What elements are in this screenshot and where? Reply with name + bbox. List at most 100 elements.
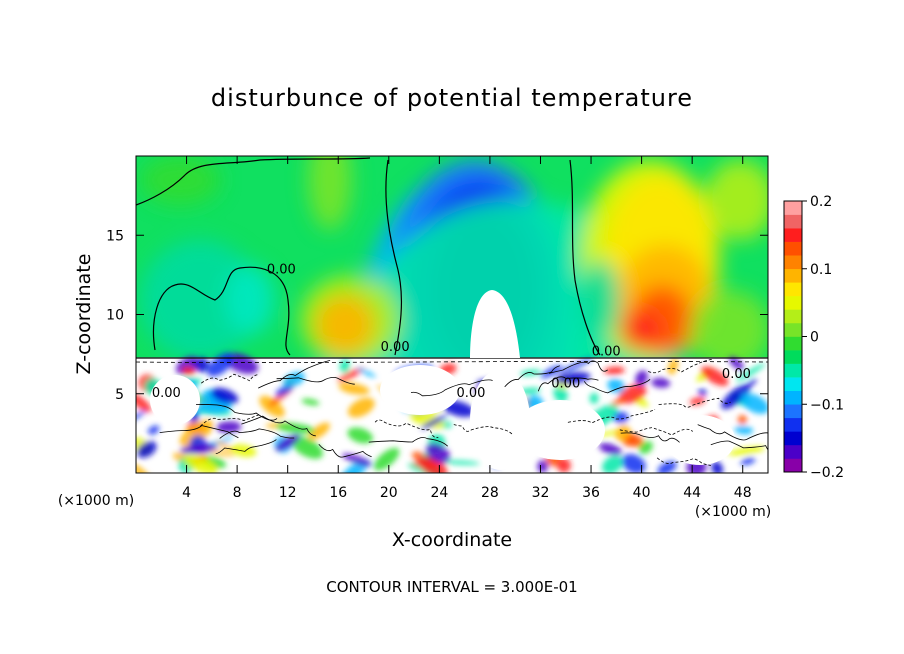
contour-label-2: 0.00 — [592, 345, 621, 360]
contour-label-0: 0.00 — [267, 262, 296, 277]
lower-eddy-25 — [181, 366, 196, 375]
lower-eddy-90 — [337, 367, 365, 383]
contour-label-5: 0.00 — [152, 386, 181, 401]
lower-contour-20 — [219, 428, 295, 439]
colorbar-swatch-6 — [784, 377, 802, 391]
lower-eddy-29 — [621, 453, 646, 473]
lower-eddy-131 — [147, 425, 160, 435]
lower-eddy-138 — [412, 462, 441, 469]
x-tick-label-40: 40 — [633, 485, 651, 501]
lower-contour-7 — [195, 404, 278, 421]
lower-eddy-70 — [727, 446, 766, 456]
lower-contour-24 — [200, 373, 260, 384]
lower-eddy-105 — [347, 397, 375, 418]
lower-eddy-50 — [689, 397, 706, 406]
lower-eddy-92 — [657, 460, 677, 473]
lower-eddy-147 — [711, 461, 723, 473]
lower-eddy-68 — [589, 392, 599, 404]
upper-blob-20 — [705, 160, 768, 240]
lower-eddy-63 — [409, 411, 445, 429]
y-tick-label-5: 5 — [115, 387, 124, 403]
y-tick-label-10: 10 — [106, 308, 124, 324]
lower-eddy-36 — [651, 377, 671, 388]
x-tick-label-4: 4 — [182, 485, 191, 501]
lower-eddy-112 — [210, 387, 239, 404]
colorbar-swatch-17 — [784, 228, 802, 242]
lower-eddy-143 — [275, 422, 316, 434]
lower-contour-10 — [504, 365, 560, 388]
colorbar-swatch-5 — [784, 390, 802, 405]
lower-eddy-115 — [179, 443, 218, 454]
y-axis: 5 10 15 — [106, 228, 768, 403]
lower-white-2 — [380, 365, 460, 415]
lower-eddy-125 — [701, 366, 729, 386]
lower-eddy-14 — [259, 395, 285, 418]
x-tick-label-36: 36 — [582, 485, 600, 501]
lower-eddy-49 — [602, 455, 623, 473]
x-tick-label-32: 32 — [532, 485, 550, 501]
lower-eddy-142 — [740, 393, 768, 414]
upper-blob-11 — [620, 310, 660, 350]
lower-eddy-100 — [420, 414, 448, 430]
lower-eddy-76 — [207, 352, 234, 377]
lower-eddy-149 — [356, 367, 377, 378]
contour-label-3: 0.00 — [551, 376, 580, 391]
colorbar-swatch-18 — [784, 214, 802, 229]
upper-blob-13 — [315, 295, 375, 355]
x-tick-label-28: 28 — [481, 485, 499, 501]
lower-contour-13 — [215, 439, 277, 454]
lower-contour-11 — [318, 444, 372, 458]
y-tick-label-15: 15 — [106, 228, 124, 244]
lower-eddy-122 — [275, 384, 294, 397]
lower-contour-9 — [199, 413, 261, 427]
upper-blob-14 — [308, 156, 352, 230]
lower-contour-23 — [241, 415, 316, 437]
lower-contour-12 — [658, 397, 731, 408]
lower-eddy-106 — [735, 363, 766, 382]
lower-eddy-5 — [553, 385, 568, 403]
lower-eddy-103 — [610, 397, 627, 407]
x-tick-label-8: 8 — [233, 485, 242, 501]
lower-eddy-44 — [301, 398, 320, 406]
lower-white-1 — [515, 400, 605, 460]
contour-labels: 0.00 0.00 0.00 0.00 0.00 0.00 0.00 — [152, 262, 751, 401]
lower-contour-15 — [453, 424, 513, 435]
lower-eddy-146 — [342, 453, 373, 467]
colorbar-swatch-0 — [784, 458, 802, 473]
colorbar-tick-label-3: −0.1 — [810, 397, 844, 413]
colorbar-swatch-7 — [784, 363, 802, 378]
x-tick-label-20: 20 — [380, 485, 398, 501]
contour-line-5 — [136, 361, 768, 363]
colorbar-tick-label-4: −0.2 — [810, 465, 844, 481]
lower-eddy-148 — [216, 421, 242, 433]
lower-contour-5 — [620, 432, 680, 443]
plot-area — [136, 156, 768, 473]
colorbar: 0.2 0.1 0 −0.1 −0.2 — [783, 194, 844, 481]
colorbar-swatch-10 — [784, 322, 802, 337]
x-tick-label-48: 48 — [734, 485, 752, 501]
colorbar-swatch-1 — [784, 444, 802, 459]
lower-white-0 — [470, 370, 530, 470]
lower-eddy-74 — [136, 461, 150, 473]
lower-eddy-110 — [556, 458, 571, 473]
lower-contour-0 — [567, 409, 656, 424]
contour-interval-text: CONTOUR INTERVAL = 3.000E-01 — [326, 578, 577, 596]
contour-line-1 — [152, 266, 291, 356]
colorbar-tick-label-2: 0 — [810, 330, 819, 346]
lower-eddy-121 — [612, 411, 629, 424]
colorbar-tick-label-1: 0.1 — [810, 262, 832, 278]
lower-contour-14 — [159, 425, 239, 439]
upper-blob-17 — [225, 265, 275, 335]
lower-eddy-144 — [667, 358, 679, 375]
lower-eddy-82 — [740, 457, 756, 466]
lower-eddy-101 — [205, 449, 235, 457]
x-tick-label-44: 44 — [683, 485, 701, 501]
upper-blob-19 — [690, 290, 768, 370]
colorbar-swatch-3 — [784, 417, 802, 432]
lower-eddy-118 — [747, 378, 757, 387]
lower-eddy-137 — [638, 440, 653, 455]
lower-eddy-133 — [183, 454, 218, 473]
colorbar-swatch-8 — [784, 350, 802, 364]
contour-line-3 — [569, 159, 601, 356]
colorbar-tick-label-0: 0.2 — [810, 194, 832, 210]
